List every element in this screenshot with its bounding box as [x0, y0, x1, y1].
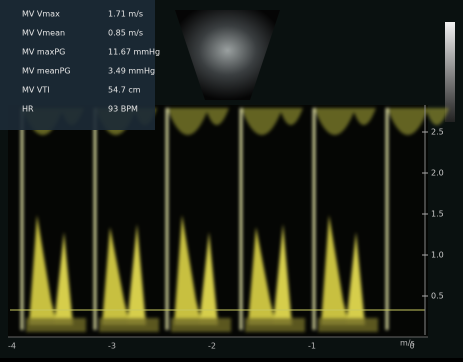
row-label: MV VTI	[22, 86, 50, 95]
floor-noise	[171, 318, 231, 332]
time-label: -2	[208, 342, 216, 351]
time-label: -3	[108, 342, 116, 351]
scale-label: 1.0	[431, 251, 444, 260]
floor-noise	[245, 318, 305, 332]
scale-label: 1.5	[431, 210, 444, 219]
floor-noise	[99, 318, 159, 332]
scale-label: 2.0	[431, 169, 444, 178]
ultrasound-screen: MV Vmax 1.71 m/s MV Vmean 0.85 m/s MV maxPG 1…	[0, 0, 463, 358]
doppler-area	[8, 105, 428, 337]
row-value: 0.85 m/s	[108, 29, 143, 38]
row-label: MV Vmean	[22, 29, 65, 38]
time-label: 0	[409, 342, 414, 351]
row-value: 93 BPM	[108, 105, 138, 114]
row-label: MV meanPG	[22, 67, 71, 76]
floor-noise	[26, 318, 86, 332]
gray-bar	[445, 22, 455, 122]
row-value: 54.7 cm	[108, 86, 141, 95]
row-value: 3.49 mmHg	[108, 67, 155, 76]
row-label: MV maxPG	[22, 48, 65, 57]
row-value: 11.67 mmHg	[108, 48, 160, 57]
time-label: -4	[8, 342, 16, 351]
row-value: 1.71 m/s	[108, 10, 143, 19]
time-label: -1	[308, 342, 316, 351]
scale-label: 0.5	[431, 292, 444, 301]
floor-noise	[318, 318, 378, 332]
scale-label: 2.5	[431, 128, 444, 137]
row-label: MV Vmax	[22, 10, 60, 19]
row-label: HR	[22, 105, 34, 114]
